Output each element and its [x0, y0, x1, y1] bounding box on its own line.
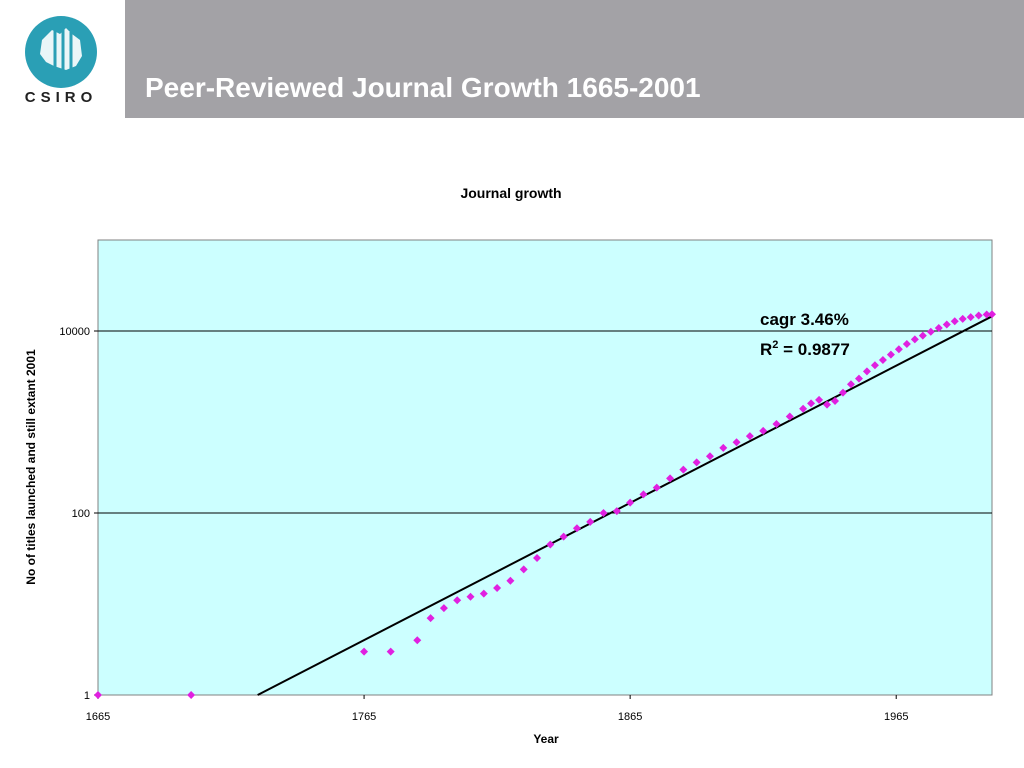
- header-bar: Peer-Reviewed Journal Growth 1665-2001: [125, 0, 1024, 118]
- data-point: [479, 589, 488, 598]
- y-tick-label-100: 100: [72, 508, 90, 520]
- data-point: [94, 691, 102, 699]
- data-point: [942, 320, 951, 329]
- data-point: [854, 374, 863, 383]
- data-point: [187, 691, 196, 699]
- x-axis-label: Year: [533, 732, 559, 746]
- annotation-r2-sup: 2: [772, 339, 778, 351]
- data-point: [732, 438, 741, 447]
- data-point: [360, 647, 369, 656]
- data-point: [533, 554, 542, 563]
- data-point: [679, 465, 688, 474]
- data-point: [466, 592, 475, 601]
- annotation-cagr: cagr 3.46%: [760, 310, 849, 329]
- data-point: [974, 311, 983, 320]
- data-point: [862, 367, 871, 376]
- data-point: [612, 507, 621, 516]
- logo-text: CSIRO: [25, 89, 98, 106]
- data-point: [982, 310, 991, 319]
- x-tick-label-1665: 1665: [86, 711, 110, 723]
- plot-area: [97, 239, 993, 696]
- data-point: [453, 596, 462, 605]
- annotation-r2: R2 = 0.9877: [760, 339, 850, 359]
- data-point: [910, 335, 919, 344]
- data-point: [759, 426, 768, 435]
- data-point: [839, 388, 847, 397]
- data-point: [639, 490, 648, 499]
- data-point: [572, 524, 581, 533]
- data-point: [559, 532, 568, 541]
- data-point: [519, 565, 528, 574]
- data-point: [586, 517, 595, 526]
- x-tick-label-1865: 1865: [618, 711, 642, 723]
- data-point: [426, 614, 435, 623]
- data-point: [785, 412, 794, 421]
- data-point: [652, 483, 661, 492]
- data-point: [886, 350, 895, 359]
- x-axis-ticks: 1665 1765 1865 1965: [86, 695, 908, 723]
- annotation-r2-value: = 0.9877: [778, 340, 849, 359]
- data-point: [799, 404, 808, 413]
- data-point: [692, 458, 701, 467]
- data-point: [878, 356, 887, 365]
- data-point: [745, 432, 754, 441]
- data-point: [626, 498, 635, 507]
- csiro-logo: CSIRO: [0, 0, 125, 118]
- data-point: [815, 395, 824, 404]
- x-tick-label-1965: 1965: [884, 711, 908, 723]
- data-point: [493, 583, 502, 592]
- page-title: Peer-Reviewed Journal Growth 1665-2001: [145, 72, 701, 103]
- data-point: [894, 345, 903, 354]
- data-point: [546, 540, 555, 549]
- data-point: [705, 452, 714, 461]
- data-point: [823, 400, 832, 409]
- data-point: [846, 380, 855, 389]
- data-point: [807, 399, 816, 408]
- data-point: [599, 509, 608, 517]
- data-point: [506, 576, 515, 585]
- data-point: [950, 317, 959, 326]
- trendline: [257, 315, 993, 696]
- data-point: [666, 474, 675, 483]
- data-point: [439, 604, 448, 613]
- data-point: [988, 310, 996, 319]
- y-tick-label-1: 1: [84, 690, 90, 702]
- x-tick-label-1765: 1765: [352, 711, 376, 723]
- data-point: [926, 327, 935, 336]
- data-point: [870, 361, 879, 370]
- data-point: [934, 323, 943, 332]
- data-point: [413, 636, 422, 645]
- y-axis-ticks: 1 100 10000: [59, 326, 98, 702]
- y-axis-label: No of titles launched and still extant 2…: [24, 349, 38, 585]
- data-point: [918, 331, 927, 340]
- data-point: [902, 339, 911, 348]
- chart-title: Journal growth: [460, 185, 561, 201]
- y-tick-label-10000: 10000: [59, 326, 90, 338]
- data-point: [719, 443, 728, 452]
- data-point: [966, 313, 975, 322]
- data-points: [94, 310, 996, 699]
- data-point: [958, 314, 967, 323]
- data-point: [772, 420, 781, 429]
- data-point: [386, 647, 395, 656]
- annotation-r2-prefix: R: [760, 340, 772, 359]
- gridlines: [98, 330, 992, 514]
- data-point: [831, 397, 840, 406]
